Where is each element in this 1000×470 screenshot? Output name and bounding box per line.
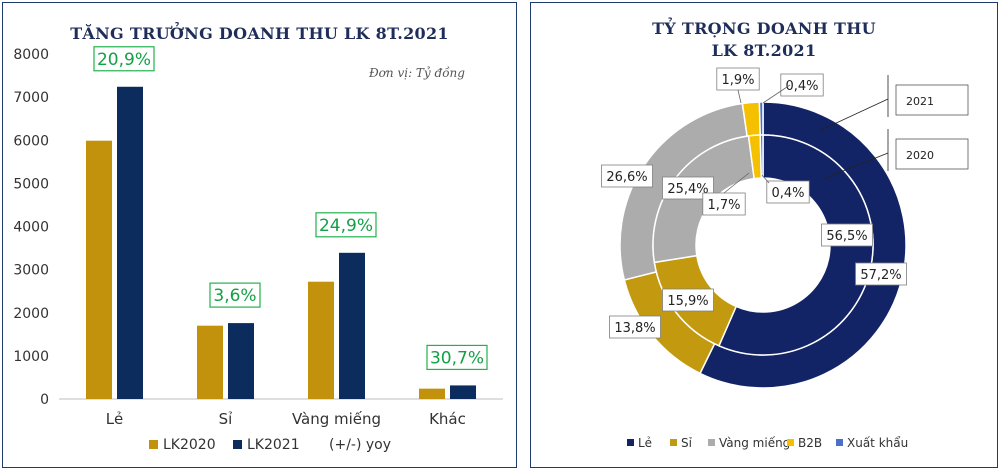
y-tick-label: 4000 xyxy=(13,220,49,236)
label-2021-xuat-khau: 0,4% xyxy=(785,79,818,94)
legend-swatch-lk2020 xyxy=(149,440,158,449)
label-2020-le: 56,5% xyxy=(826,229,867,244)
leader-line xyxy=(761,174,770,184)
y-tick-label: 8000 xyxy=(13,47,49,63)
x-category-label: Vàng miếng xyxy=(292,410,381,428)
legend-swatch-le xyxy=(627,439,634,446)
bar-lk2020 xyxy=(197,325,223,399)
legend-label-b2b: B2B xyxy=(798,436,822,450)
legend-swatch-vang-mieng xyxy=(708,439,715,446)
donut-segment-2021-xuat-khau xyxy=(758,101,764,136)
leader-line xyxy=(737,89,742,104)
yoy-label: 24,9% xyxy=(319,216,373,236)
unit-note: Đơn vị: Tỷ đồng xyxy=(369,66,465,80)
y-tick-label: 7000 xyxy=(13,90,49,106)
label-2021-si: 13,8% xyxy=(614,321,655,336)
label-2020-b2b: 1,7% xyxy=(707,198,740,213)
legend-label-vang-mieng: Vàng miếng xyxy=(719,436,790,450)
ring-label-2021-leader xyxy=(818,98,889,132)
label-2020-xuat-khau-box xyxy=(766,180,810,204)
y-tick-label: 6000 xyxy=(13,133,49,149)
y-tick-label: 3000 xyxy=(13,263,49,279)
yoy-label: 30,7% xyxy=(430,348,484,368)
label-2020-si: 15,9% xyxy=(667,294,708,309)
label-2021-le-box xyxy=(855,262,907,286)
yoy-label: 20,9% xyxy=(97,50,151,70)
yoy-label-box xyxy=(93,46,155,72)
label-2021-vang-mieng-box xyxy=(601,164,653,188)
label-2021-si-box xyxy=(609,315,661,339)
legend-label-lk2020: LK2020 xyxy=(163,437,216,453)
label-2020-si-box xyxy=(662,288,714,312)
legend-swatch-si xyxy=(670,439,677,446)
yoy-label-box xyxy=(426,344,488,371)
yoy-label-box xyxy=(315,212,377,238)
yoy-label: 3,6% xyxy=(213,286,256,306)
donut-chart: 57,2% 13,8% 26,6% 1,9% 0,4% 56,5% 15,9% 25,4%1,… xyxy=(601,67,969,450)
bar-lk2021 xyxy=(117,86,143,400)
x-category-label: Lẻ xyxy=(106,410,124,428)
label-2021-vang-mieng: 26,6% xyxy=(606,170,647,185)
legend-label-lk2021: LK2021 xyxy=(247,437,300,453)
label-2020-vang-mieng-box xyxy=(662,176,714,200)
y-tick-label: 5000 xyxy=(13,176,49,192)
bar-chart-title: TĂNG TRƯỞNG DOANH THU LK 8T.2021 xyxy=(70,24,449,43)
ring-label-2020: 2020 xyxy=(906,149,934,162)
legend-swatch-lk2021 xyxy=(233,440,242,449)
label-2020-vang-mieng: 25,4% xyxy=(667,182,708,197)
legend-label-xuat-khau: Xuất khẩu xyxy=(847,436,908,450)
revenue-share-panel: TỶ TRỌNG DOANH THU LK 8T.2021 57,2% 13,8%… xyxy=(530,2,998,468)
x-category-label: Sỉ xyxy=(219,410,233,428)
legend-label-yoy: (+/-) yoy xyxy=(329,437,391,453)
bar-lk2020 xyxy=(419,388,445,399)
bar-lk2020 xyxy=(86,140,112,399)
label-2021-xuat-khau-box xyxy=(780,73,824,97)
bar-lk2021 xyxy=(228,323,254,399)
legend-label-le: Lẻ xyxy=(638,436,652,450)
leader-line xyxy=(762,84,791,104)
bar-lk2021 xyxy=(450,385,476,399)
label-2020-xuat-khau: 0,4% xyxy=(771,186,804,201)
legend-label-si: Sỉ xyxy=(681,436,693,450)
y-tick-label: 1000 xyxy=(13,349,49,365)
ring-label-2020-box xyxy=(895,138,969,170)
x-category-label: Khác xyxy=(429,410,466,428)
bar-lk2021 xyxy=(339,252,365,399)
donut-title-line1: TỶ TRỌNG DOANH THU xyxy=(652,19,876,38)
legend-swatch-b2b xyxy=(787,439,794,446)
label-2021-b2b: 1,9% xyxy=(721,73,754,88)
label-2020-le-box xyxy=(821,223,873,247)
ring-label-2021-box xyxy=(895,84,969,116)
ring-label-2020-leader xyxy=(822,152,889,180)
donut-segment-2020-xuat-khau xyxy=(759,134,764,179)
y-tick-label: 0 xyxy=(40,392,49,408)
bar-lk2020 xyxy=(308,281,334,399)
revenue-growth-panel: TĂNG TRƯỞNG DOANH THU LK 8T.2021 Đơn vị:… xyxy=(2,2,517,468)
bar-chart: 0 1000 2000 3000 4000 5000 6000 7000 8000 Lẻ 20,9%… xyxy=(13,46,503,453)
ring-label-2021: 2021 xyxy=(906,95,934,108)
y-tick-label: 2000 xyxy=(13,306,49,322)
legend-swatch-xuat-khau xyxy=(836,439,843,446)
donut-title-line2: LK 8T.2021 xyxy=(711,41,817,60)
leader-line xyxy=(723,172,750,194)
label-2021-le: 57,2% xyxy=(860,268,901,283)
yoy-label-box xyxy=(209,282,261,308)
